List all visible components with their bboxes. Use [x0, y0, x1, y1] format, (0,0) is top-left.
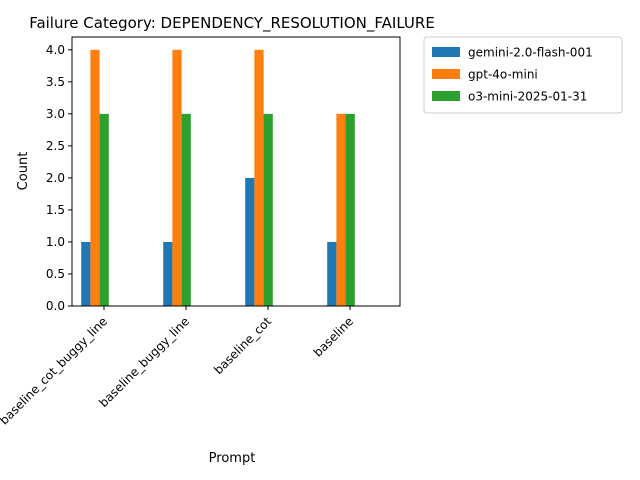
legend-label: gpt-4o-mini: [468, 68, 538, 82]
y-tick-label: 3.5: [46, 75, 65, 89]
y-tick-label: 1.5: [46, 203, 65, 217]
legend-label: gemini-2.0-flash-001: [468, 46, 593, 60]
legend-swatch: [432, 47, 460, 57]
x-axis-label: Prompt: [209, 451, 256, 466]
bar-o3-mini-2025-01-31-baseline_cot_buggy_line: [99, 113, 109, 306]
x-tick-label: baseline_cot_buggy_line: [0, 314, 110, 427]
bar-o3-mini-2025-01-31-baseline_buggy_line: [181, 113, 191, 306]
y-tick-label: 2.0: [46, 171, 65, 185]
bar-o3-mini-2025-01-31-baseline_cot: [263, 113, 273, 306]
bar-gemini-2.0-flash-001-baseline_cot_buggy_line: [81, 241, 91, 306]
bar-gpt-4o-mini-baseline_buggy_line: [172, 49, 182, 307]
x-axis: baseline_cot_buggy_linebaseline_buggy_li…: [0, 306, 356, 427]
legend-swatch: [432, 91, 460, 101]
y-tick-label: 1.0: [46, 235, 65, 249]
bar-o3-mini-2025-01-31-baseline: [345, 113, 355, 306]
legend-box: [423, 36, 623, 114]
chart-title: Failure Category: DEPENDENCY_RESOLUTION_…: [29, 14, 435, 33]
plot-frame: [71, 36, 401, 307]
y-tick-label: 0.5: [46, 267, 65, 281]
legend-label: o3-mini-2025-01-31: [468, 90, 587, 104]
bars-group: [81, 49, 355, 307]
bar-gemini-2.0-flash-001-baseline_buggy_line: [163, 241, 173, 306]
x-tick-label: baseline_cot: [211, 314, 274, 377]
y-tick-label: 4.0: [46, 43, 65, 57]
x-tick-label: baseline_buggy_line: [96, 314, 192, 410]
bar-gemini-2.0-flash-001-baseline: [327, 241, 337, 306]
x-tick-label: baseline: [311, 314, 356, 359]
y-tick-label: 3.0: [46, 107, 65, 121]
bar-gemini-2.0-flash-001-baseline_cot: [245, 177, 255, 306]
bar-gpt-4o-mini-baseline: [336, 113, 346, 306]
y-axis-label: Count: [16, 152, 31, 191]
legend-swatch: [432, 69, 460, 79]
y-tick-label: 0.0: [46, 299, 65, 313]
bar-gpt-4o-mini-baseline_cot: [254, 49, 264, 307]
bar-gpt-4o-mini-baseline_cot_buggy_line: [90, 49, 100, 307]
legend: gemini-2.0-flash-001 gpt-4o-mini o3-mini-2…: [423, 36, 623, 114]
y-tick-label: 2.5: [46, 139, 65, 153]
y-axis: 0.0 0.5 1.0 1.5 2.0 2.5 3.0 3.5 4.0: [46, 43, 72, 313]
